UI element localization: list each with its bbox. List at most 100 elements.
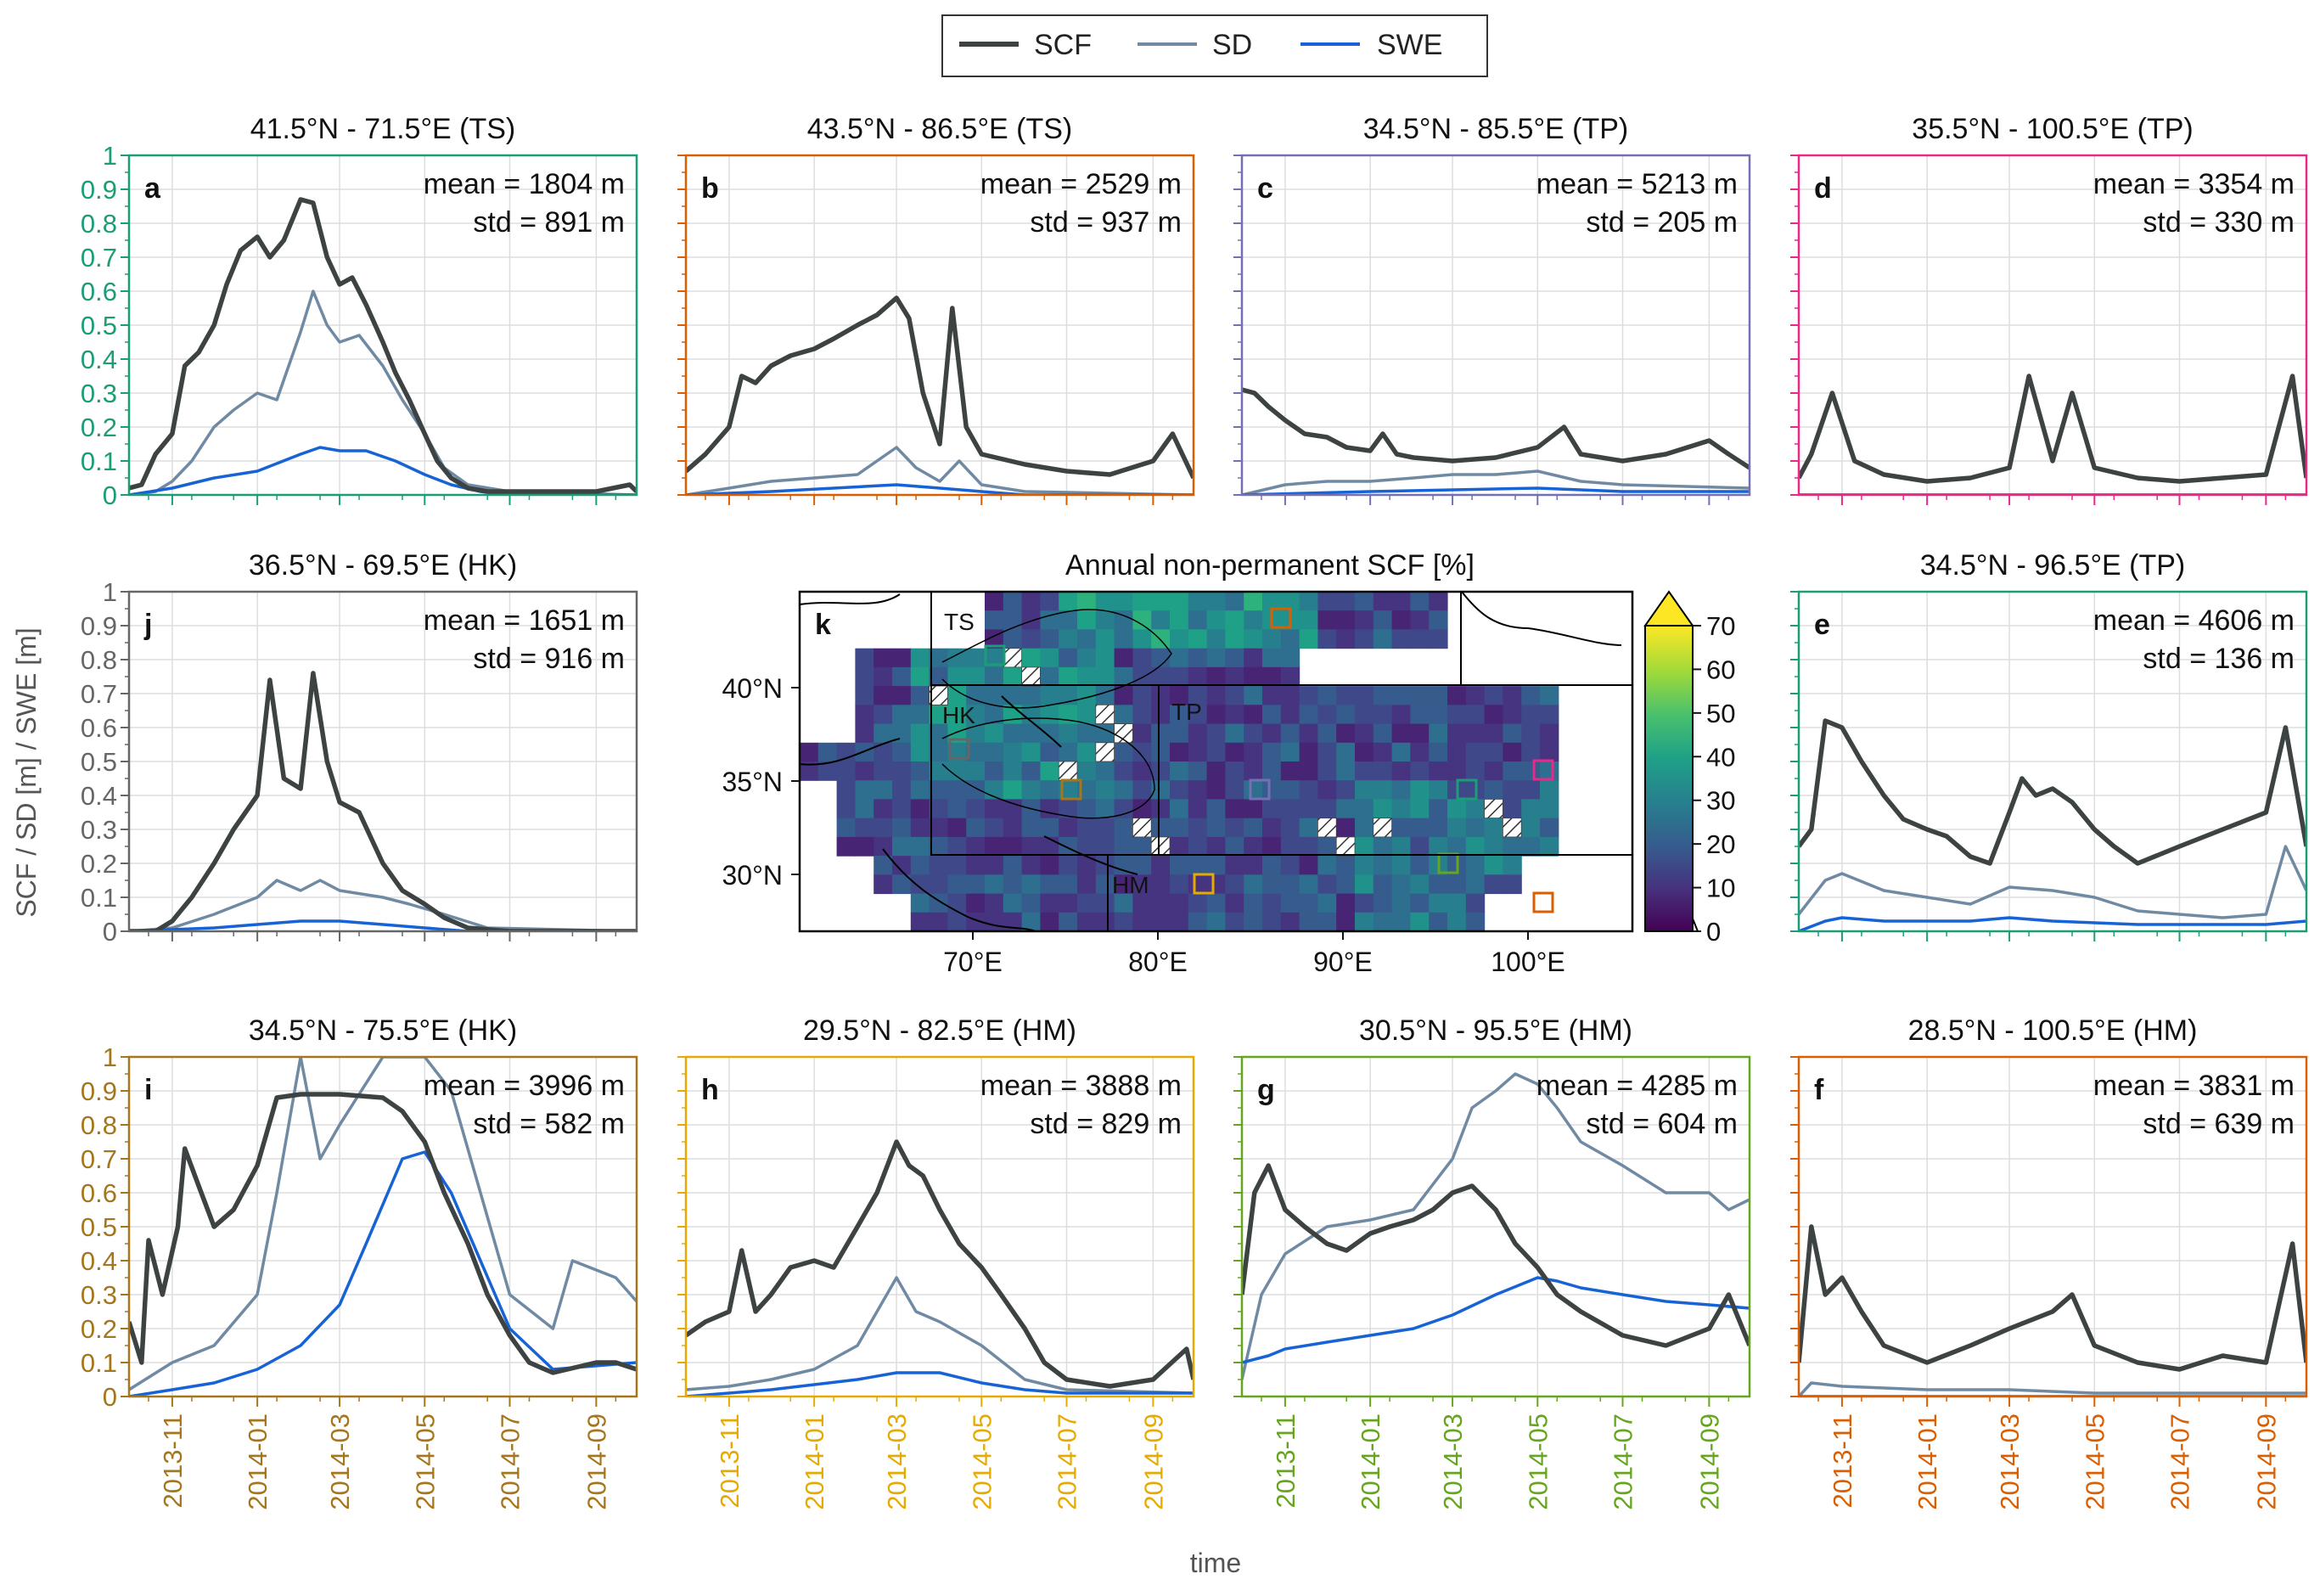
map-cell <box>1188 723 1208 744</box>
y-tick-label: 0.9 <box>81 1076 117 1106</box>
series-line-scf <box>1799 1224 2306 1372</box>
map-cell <box>1059 666 1078 687</box>
map-cell <box>929 780 948 800</box>
map-cell <box>1059 780 1078 800</box>
map-cell <box>1188 799 1208 819</box>
map-cell <box>1447 799 1467 819</box>
map-cell <box>836 780 856 800</box>
map-cell <box>1040 799 1059 819</box>
y-tick-label: 0.6 <box>81 277 117 306</box>
series-line-sd <box>129 879 637 931</box>
panel-letter: h <box>701 1074 719 1106</box>
map-cell <box>1410 799 1430 819</box>
map-cell <box>1003 629 1023 649</box>
region-label-hk: HK <box>942 702 975 728</box>
map-cell <box>1170 610 1189 630</box>
map-cell <box>1170 592 1189 611</box>
map-cell <box>1077 592 1097 611</box>
map-cell <box>855 799 874 819</box>
map-cell <box>1170 818 1189 838</box>
map-cell <box>1206 818 1226 838</box>
map-cell <box>1206 592 1226 611</box>
map-frame <box>798 590 1634 933</box>
map-cell <box>1114 761 1133 781</box>
y-tick-label: 0.6 <box>81 1178 117 1208</box>
map-cell <box>1170 912 1189 932</box>
series-line-sd <box>686 446 1194 495</box>
series-group <box>1242 1072 1750 1380</box>
x-tick-label: 2014-09 <box>1138 1413 1168 1510</box>
map-cell <box>1151 610 1171 630</box>
map-cell <box>985 592 1004 611</box>
map-cell <box>1225 629 1244 649</box>
series-line-swe <box>1242 1276 1750 1364</box>
series-group <box>1242 387 1750 495</box>
map-cell <box>1244 592 1263 611</box>
map-cell <box>1391 610 1411 630</box>
map-cell <box>1244 856 1263 875</box>
map-cell <box>1484 818 1503 838</box>
series-line-scf <box>686 1139 1194 1389</box>
map-cell <box>1391 818 1411 838</box>
map-cell <box>1021 705 1041 725</box>
map-cell <box>1447 893 1467 913</box>
map-cell <box>1040 592 1059 611</box>
map-cell <box>1003 666 1023 687</box>
map-cell <box>1429 592 1448 611</box>
map-cell <box>1317 592 1337 611</box>
series-line-swe <box>1799 916 2306 931</box>
map-cell <box>1410 742 1430 762</box>
map-cell <box>1095 818 1115 838</box>
map-cell <box>1188 856 1208 875</box>
map-cell <box>1077 799 1097 819</box>
map-cell <box>836 742 856 762</box>
map-cell <box>1244 629 1263 649</box>
map-cell <box>1465 912 1486 932</box>
station-marker-i <box>1060 778 1082 801</box>
series-line-swe <box>686 483 1194 495</box>
map-cell <box>1225 893 1244 913</box>
map-cell <box>1170 629 1189 649</box>
map-cell <box>1244 836 1263 857</box>
station-marker-e <box>1456 778 1478 801</box>
x-tick-label: 2013-11 <box>715 1413 744 1508</box>
map-cell <box>1410 629 1430 649</box>
map-cell <box>1244 686 1263 705</box>
map-cell <box>1244 723 1263 744</box>
map-cell <box>1021 648 1041 668</box>
map-cell <box>985 648 1004 668</box>
map-cell <box>985 666 1004 687</box>
map-cell <box>1373 610 1393 630</box>
y-tick-label: 0.3 <box>81 1280 117 1310</box>
map-cell <box>1391 893 1411 913</box>
map-cell <box>1336 893 1356 913</box>
panel-letter: c <box>1257 172 1273 205</box>
map-cell <box>1540 705 1559 725</box>
y-tick-label: 1 <box>103 141 117 171</box>
map-cell <box>1244 818 1263 838</box>
map-cell <box>1021 742 1041 762</box>
map-cell <box>1355 912 1374 932</box>
map-cell <box>1299 610 1318 630</box>
map-cell <box>985 836 1004 857</box>
map-cell <box>1280 818 1300 838</box>
map-cell <box>1059 912 1078 932</box>
map-cell <box>1095 592 1115 611</box>
map-cell <box>1373 799 1393 819</box>
map-cell <box>1317 742 1337 762</box>
map-cell <box>1003 761 1023 781</box>
map-cell <box>1114 799 1133 819</box>
map-cell <box>1003 723 1023 744</box>
map-cell <box>1503 856 1522 875</box>
colorbar-tick-label: 0 <box>1706 917 1721 947</box>
map-cell <box>1021 780 1041 800</box>
map-cell <box>1151 742 1171 762</box>
map-cell <box>985 856 1004 875</box>
map-cell <box>1391 686 1411 705</box>
map-cell <box>1206 893 1226 913</box>
map-cell <box>1244 799 1263 819</box>
map-cell <box>1059 723 1078 744</box>
map-cell <box>1484 856 1503 875</box>
map-cell <box>1262 705 1282 725</box>
map-cell <box>1188 818 1208 838</box>
